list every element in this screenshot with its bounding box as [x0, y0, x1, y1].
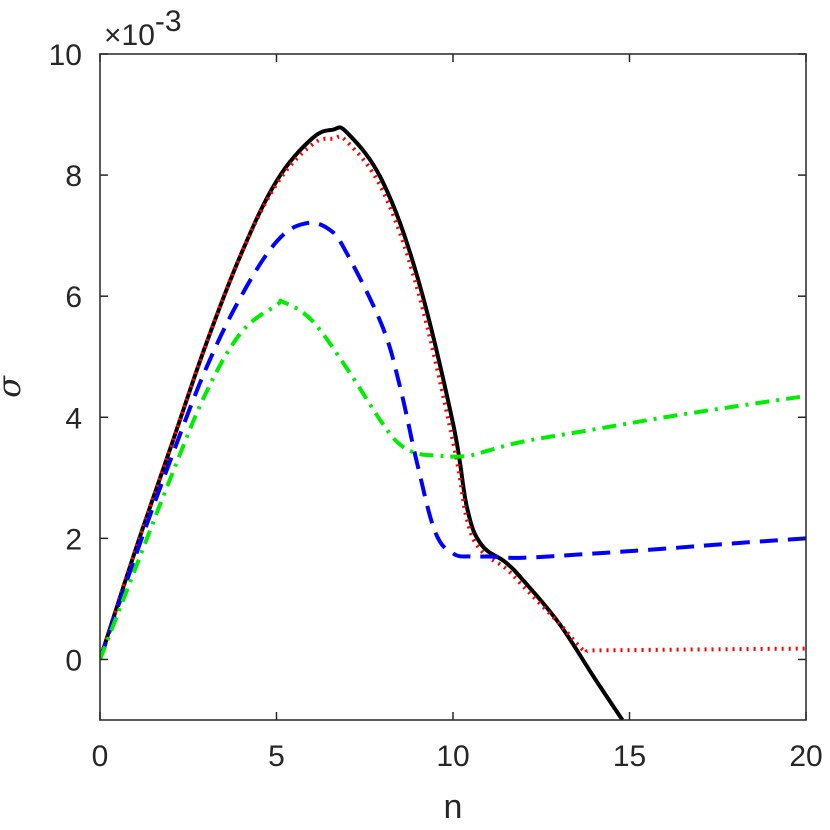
x-axis-label: n — [444, 788, 463, 826]
y-tick-label: 2 — [65, 523, 82, 556]
y-tick-label: 0 — [65, 644, 82, 677]
x-tick-label: 5 — [268, 740, 285, 773]
y-exponent-label: ×10-3 — [104, 5, 182, 52]
x-tick-label: 0 — [92, 740, 109, 773]
y-tick-label: 6 — [65, 281, 82, 314]
series-line-3-dashed — [100, 220, 806, 661]
y-axis-label: σ — [0, 375, 28, 398]
y-tick-label: 8 — [65, 160, 82, 193]
y-tick-label: 4 — [65, 402, 82, 435]
x-tick-label: 15 — [613, 740, 646, 773]
x-tick-label: 10 — [436, 740, 469, 773]
axis-ticks — [99, 53, 807, 720]
tick-labels: 0 5 10 15 20 0 2 4 6 8 10 — [49, 39, 823, 773]
plot-lines — [100, 125, 806, 720]
x-tick-label: 20 — [789, 740, 822, 773]
series-line-1-solid — [100, 125, 625, 720]
series-line-4-dashdot — [100, 298, 806, 661]
plot-frame — [99, 53, 807, 721]
y-tick-label: 10 — [49, 39, 82, 72]
series-line-2-dotted — [100, 134, 806, 661]
